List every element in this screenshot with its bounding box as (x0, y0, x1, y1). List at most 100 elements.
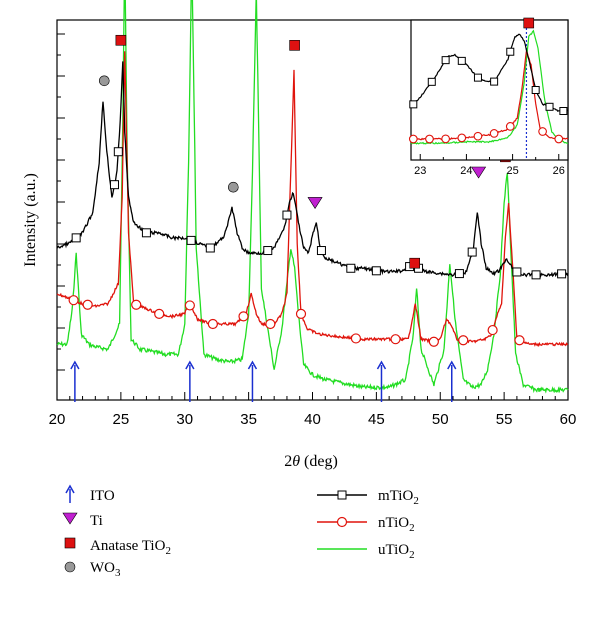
legend-label-nTiO2: nTiO2 (378, 515, 415, 534)
x-tick-label: 60 (560, 411, 577, 428)
inset-series-line-uTiO2 (410, 29, 569, 145)
x-tick-label: 30 (176, 411, 193, 428)
legend-label-base: mTiO (378, 488, 413, 504)
legend-label-sub: 2 (409, 522, 415, 534)
mTiO2-marker (282, 210, 292, 220)
inset-nTiO2-marker (505, 122, 515, 131)
nTiO2-marker (428, 336, 439, 347)
mTiO2-marker (512, 267, 522, 277)
anatase-marker-icon (289, 40, 300, 51)
plot-area: 20 25 30 35 40 45 50 55 60 (49, 0, 577, 428)
mTiO2-marker (531, 270, 541, 280)
inset-mTiO2-marker (473, 73, 482, 82)
legend-ito-label: ITO (90, 488, 115, 504)
ti-marker-icon (307, 197, 323, 209)
x-tick-label: 25 (113, 411, 130, 428)
inset-x-tick-label: 25 (506, 165, 518, 177)
mTiO2-marker (205, 243, 215, 253)
nTiO2-marker (68, 295, 79, 306)
legend-ti-icon (62, 512, 78, 525)
mTiO2-marker (113, 147, 123, 157)
legend-label-base: uTiO (378, 542, 409, 558)
inset-nTiO2-marker (538, 127, 547, 136)
x-axis-label-prefix: 2 (284, 453, 292, 470)
inset-nTiO2-marker (473, 131, 483, 141)
legend-anatase-label: Anatase TiO2 (90, 538, 171, 557)
anatase-marker-icon (409, 257, 421, 269)
nTiO2-marker (295, 308, 307, 319)
legend-label-sub: 2 (413, 495, 419, 507)
legend-anatase-label-sub: 2 (165, 545, 171, 557)
mTiO2-marker (186, 235, 196, 245)
legend-wo3-icon (64, 561, 76, 573)
x-axis-label-suffix: (deg) (300, 453, 338, 470)
ito-arrowhead (376, 360, 387, 370)
anatase-marker-icon (115, 34, 127, 46)
series-line-nTiO2 (56, 51, 569, 348)
nTiO2-marker (82, 299, 93, 310)
nTiO2-marker (265, 318, 276, 330)
mTiO2-marker (454, 269, 464, 279)
inset-x-tick-label: 26 (553, 165, 565, 177)
legend-marker-mTiO2 (337, 490, 347, 500)
inset-mTiO2-marker (531, 86, 540, 94)
legend-label-base: nTiO (378, 515, 409, 531)
inset-plot: 23 24 25 26 (408, 17, 569, 177)
inset-series-line-mTiO2 (410, 33, 569, 113)
x-tick-label: 20 (49, 411, 66, 428)
legend-label-sub: 2 (409, 549, 415, 561)
nTiO2-marker (238, 311, 249, 322)
nTiO2-marker (154, 308, 165, 319)
wo3-marker-icon (227, 181, 239, 193)
x-tick-label: 50 (432, 411, 449, 428)
x-tick-label: 55 (496, 411, 513, 428)
inset-anatase-marker-icon (523, 17, 535, 29)
legend-label-uTiO2: uTiO2 (378, 542, 415, 561)
mTiO2-marker (346, 263, 356, 273)
inset-nTiO2-marker (425, 134, 434, 144)
legend-marker-nTiO2 (336, 516, 348, 528)
ito-arrowhead (447, 360, 457, 370)
mTiO2-marker (557, 269, 567, 279)
x-tick-label: 45 (368, 411, 385, 428)
inset-mTiO2-marker (490, 77, 499, 86)
inset-mTiO2-marker (427, 77, 436, 86)
inset-nTiO2-marker (457, 133, 467, 143)
ito-arrowhead (247, 360, 258, 370)
x-tick-label: 40 (304, 411, 321, 428)
legend-wo3-label: WO3 (90, 560, 121, 579)
inset-mTiO2-marker (409, 100, 418, 109)
mTiO2-marker (109, 180, 119, 190)
ito-arrowhead (185, 360, 195, 370)
nTiO2-marker (458, 335, 469, 346)
nTiO2-marker (131, 299, 142, 310)
inset-nTiO2-marker (408, 134, 418, 144)
ito-arrowhead (70, 360, 80, 370)
nTiO2-marker (350, 333, 362, 344)
ti-marker-icon (471, 166, 487, 179)
nTiO2-marker (487, 324, 498, 336)
mTiO2-marker (467, 247, 477, 257)
mTiO2-marker (316, 246, 326, 256)
inset-mTiO2-marker (506, 47, 515, 56)
inset-nTiO2-marker (554, 134, 564, 144)
legend-anatase-icon (64, 537, 76, 549)
mTiO2-marker (371, 266, 381, 276)
legend-wo3-label-base: WO (90, 560, 115, 576)
nTiO2-marker (514, 335, 525, 346)
mTiO2-marker (71, 233, 81, 243)
legend-ti-label: Ti (90, 513, 103, 529)
series-line-uTiO2 (56, 0, 569, 394)
inset-nTiO2-marker (489, 129, 499, 138)
inset-frame (410, 19, 569, 161)
inset-mTiO2-marker (457, 56, 466, 65)
nTiO2-marker (207, 318, 218, 330)
inset-nTiO2-marker (441, 134, 450, 144)
inset-mTiO2-marker (545, 102, 554, 111)
mTiO2-marker (141, 228, 151, 238)
legend-anatase-label-base: Anatase TiO (90, 538, 166, 554)
legend-wo3-label-sub: 3 (115, 567, 121, 579)
x-axis-label-symbol: θ (292, 453, 300, 470)
legend-label-mTiO2: mTiO2 (378, 488, 419, 507)
